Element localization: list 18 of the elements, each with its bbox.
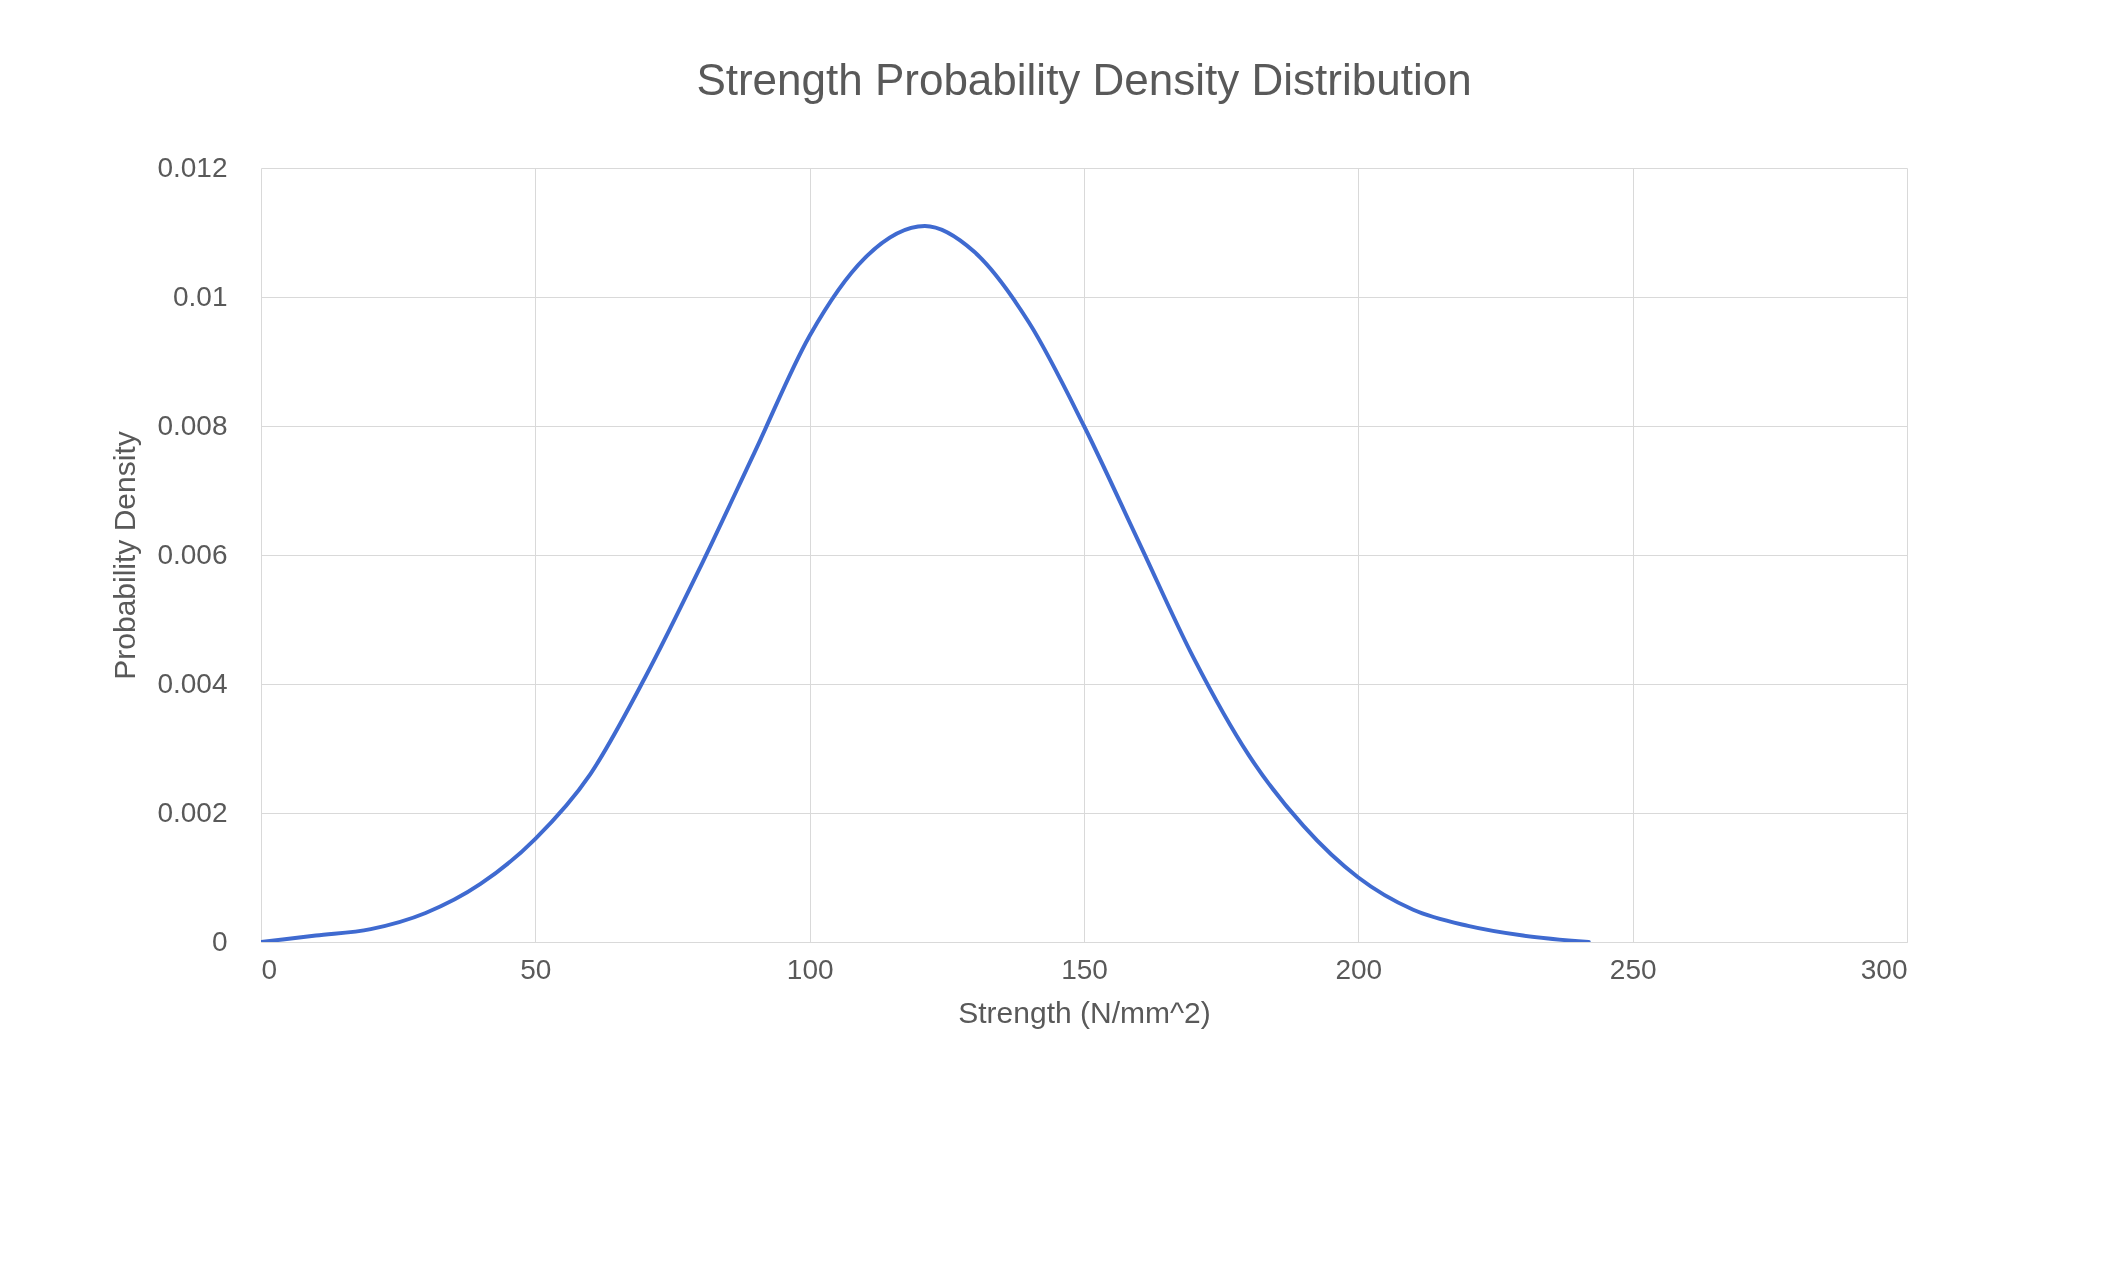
x-tick-label: 0	[261, 953, 278, 985]
y-tick-label: 0	[211, 925, 228, 957]
y-tick-label: 0.008	[157, 409, 228, 441]
y-tick-label: 0.01	[173, 280, 228, 312]
x-tick-label: 300	[1860, 953, 1908, 985]
y-tick-label: 0.004	[157, 667, 228, 699]
y-tick-label: 0.006	[157, 538, 228, 570]
x-tick-label: 100	[786, 953, 834, 985]
y-axis-title: Probability Density	[108, 431, 142, 680]
x-tick-label: 200	[1335, 953, 1383, 985]
chart-title: Strength Probability Density Distribution	[696, 55, 1472, 104]
x-axis-title: Strength (N/mm^2)	[958, 995, 1211, 1029]
line-series	[261, 224, 1591, 942]
y-tick-label: 0.012	[157, 151, 228, 183]
x-tick-label: 150	[1061, 953, 1108, 985]
y-tick-label: 0.002	[157, 796, 228, 828]
x-tick-label: 50	[520, 953, 552, 985]
x-tick-label: 250	[1609, 953, 1657, 985]
